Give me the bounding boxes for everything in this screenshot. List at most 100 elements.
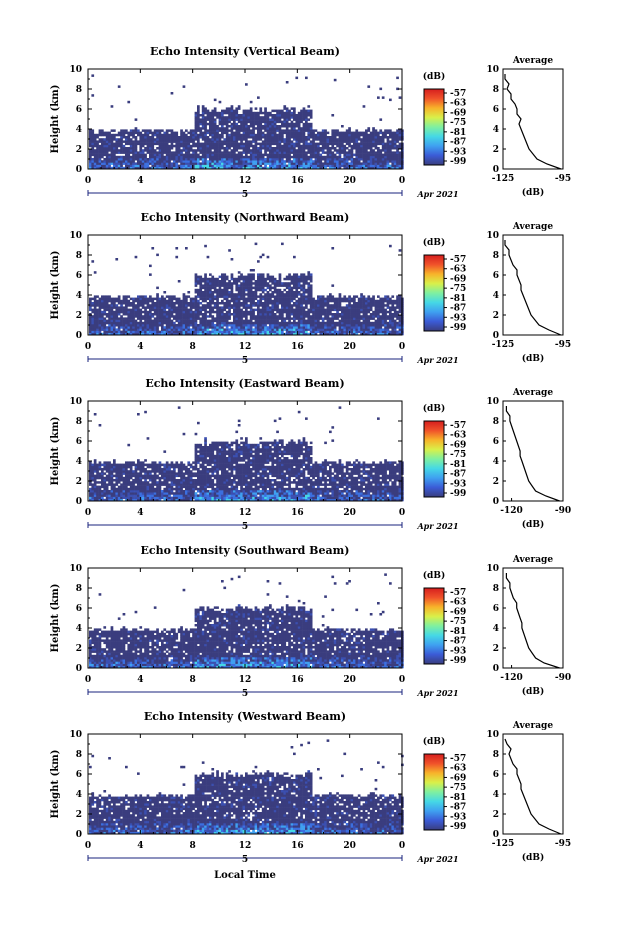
x-tick-label: 20 — [343, 841, 356, 851]
profile-y-tick-label: 8 — [493, 251, 499, 261]
y-tick-label: 2 — [76, 644, 82, 654]
profile-y-tick-label: 2 — [493, 644, 499, 654]
profile-y-tick-label: 8 — [493, 417, 499, 427]
profile-x-tick-label: -90 — [555, 673, 571, 683]
x-tick-label: 20 — [343, 508, 356, 518]
x-tick-label: 4 — [137, 508, 143, 518]
profile-line — [505, 406, 560, 502]
colorbar — [423, 420, 445, 498]
profile-title: Average — [512, 721, 553, 731]
profile-y-tick-label: 4 — [493, 125, 499, 135]
x-axis-label: Local Time — [214, 870, 276, 881]
profile-frame — [502, 400, 564, 502]
colorbar-tick-label: -81 — [450, 460, 466, 470]
date-label: Apr 2021 — [416, 854, 458, 864]
profile-x-label: (dB) — [522, 852, 544, 863]
colorbar-tick-label: -57 — [450, 255, 466, 265]
colorbar-tick-label: -99 — [450, 157, 466, 167]
profile-x-label: (dB) — [522, 519, 544, 530]
profile-y-tick-label: 10 — [486, 65, 499, 75]
profile-x-label: (dB) — [522, 686, 544, 697]
profile-y-tick-label: 8 — [493, 584, 499, 594]
colorbar-tick-label: -69 — [450, 108, 466, 118]
y-tick-label: 6 — [76, 105, 82, 115]
colorbar-tick-label: -81 — [450, 627, 466, 637]
profile-y-tick-label: 6 — [493, 105, 499, 115]
x-tick-label: 4 — [137, 841, 143, 851]
y-tick-label: 4 — [76, 125, 82, 135]
profile-y-tick-label: 8 — [493, 85, 499, 95]
colorbar-tick-label: -69 — [450, 440, 466, 450]
colorbar-tick-label: -99 — [450, 489, 466, 499]
colorbar-unit: (dB) — [423, 570, 445, 581]
x-tick-label: 4 — [137, 675, 143, 685]
y-tick-label: 0 — [76, 165, 82, 175]
colorbar-tick-label: -81 — [450, 793, 466, 803]
profile-y-tick-label: 2 — [493, 311, 499, 321]
profile-y-tick-label: 0 — [493, 664, 499, 674]
profile-y-tick-label: 4 — [493, 457, 499, 467]
colorbar-tick-label: -87 — [450, 304, 466, 314]
y-tick-label: 8 — [76, 417, 82, 427]
colorbar — [423, 587, 445, 665]
y-tick-label: 10 — [69, 231, 82, 241]
profile-frame — [502, 234, 564, 336]
x-tick-label: 8 — [190, 342, 196, 352]
y-axis-label: Height (km) — [50, 584, 61, 653]
heatmap-field — [89, 74, 404, 170]
profile-x-tick-label: -95 — [555, 839, 571, 849]
profile-y-tick-label: 10 — [486, 730, 499, 740]
x-tick-label: 12 — [239, 675, 252, 685]
colorbar — [423, 88, 445, 166]
date-marker: 5 — [242, 522, 248, 532]
y-tick-label: 4 — [76, 291, 82, 301]
heatmap-field — [89, 406, 404, 502]
colorbar-tick-label: -63 — [450, 99, 466, 109]
date-label: Apr 2021 — [416, 355, 458, 365]
colorbar-tick-label: -87 — [450, 637, 466, 647]
profile-line — [504, 240, 562, 336]
profile-x-tick-label: -120 — [500, 673, 523, 683]
y-tick-label: 0 — [76, 664, 82, 674]
panel-4: Echo Intensity (Westward Beam) 0 2 4 6 8 10 Hei… — [50, 710, 571, 865]
colorbar-tick-label: -75 — [450, 118, 466, 128]
profile-x-tick-label: -90 — [555, 506, 571, 516]
profile-x-tick-label: -120 — [500, 506, 523, 516]
profile-x-label: (dB) — [522, 187, 544, 198]
x-tick-label: 0 — [85, 342, 91, 352]
x-tick-label: 8 — [190, 675, 196, 685]
panel-title: Echo Intensity (Vertical Beam) — [150, 45, 340, 58]
colorbar-unit: (dB) — [423, 736, 445, 747]
x-tick-label: 0 — [85, 176, 91, 186]
panel-2: Echo Intensity (Eastward Beam) 0 2 4 6 8 10 Hei… — [50, 377, 571, 532]
profile-line — [504, 74, 562, 170]
profile-y-tick-label: 10 — [486, 397, 499, 407]
y-tick-label: 2 — [76, 477, 82, 487]
y-tick-label: 6 — [76, 604, 82, 614]
x-tick-label: 16 — [291, 342, 304, 352]
profile-frame — [502, 68, 564, 170]
colorbar-tick-label: -69 — [450, 773, 466, 783]
y-tick-label: 8 — [76, 750, 82, 760]
x-tick-label: 16 — [291, 508, 304, 518]
panel-1: Echo Intensity (Northward Beam) 0 2 4 6 8 10 He… — [50, 211, 571, 366]
profile-y-tick-label: 0 — [493, 497, 499, 507]
colorbar-tick-label: -57 — [450, 421, 466, 431]
profile-frame — [502, 567, 564, 669]
panel-title: Echo Intensity (Northward Beam) — [141, 211, 350, 224]
x-tick-label: 0 — [85, 508, 91, 518]
y-axis-label: Height (km) — [50, 85, 61, 154]
colorbar-tick-label: -93 — [450, 147, 466, 157]
panel-title: Echo Intensity (Southward Beam) — [141, 544, 350, 557]
y-tick-label: 4 — [76, 624, 82, 634]
colorbar-tick-label: -75 — [450, 284, 466, 294]
y-tick-label: 0 — [76, 331, 82, 341]
heatmap-field — [89, 739, 404, 835]
heatmap-field — [89, 573, 404, 669]
y-tick-label: 2 — [76, 810, 82, 820]
x-tick-label: 20 — [343, 675, 356, 685]
heatmap-field — [89, 242, 404, 336]
colorbar-tick-label: -93 — [450, 479, 466, 489]
x-tick-label: 8 — [190, 508, 196, 518]
